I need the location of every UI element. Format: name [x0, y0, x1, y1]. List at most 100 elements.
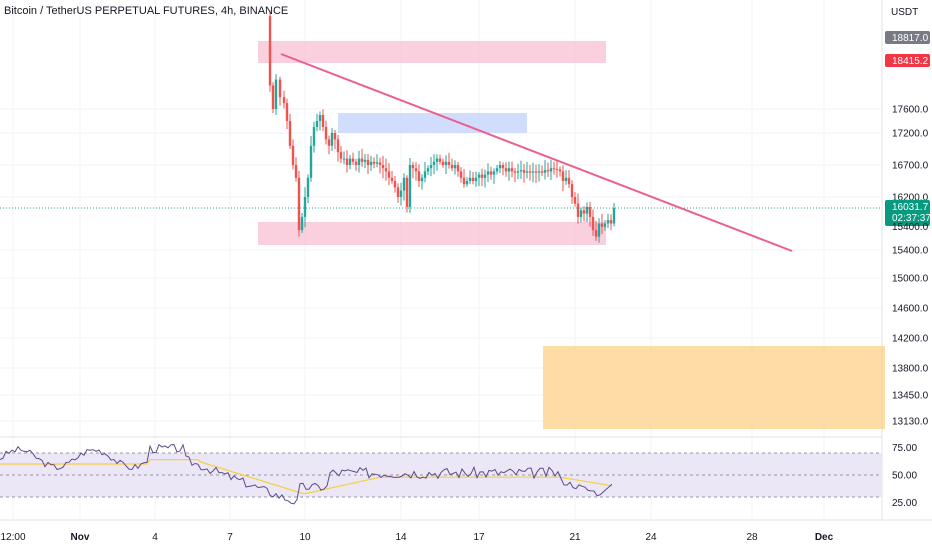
- candle-body[interactable]: [567, 177, 571, 185]
- candle-body[interactable]: [393, 181, 397, 188]
- candle-body[interactable]: [480, 174, 484, 178]
- candle-body[interactable]: [309, 145, 313, 178]
- candle-body[interactable]: [387, 171, 391, 178]
- candle-body[interactable]: [441, 161, 445, 165]
- candle-body[interactable]: [558, 169, 562, 172]
- candle-body[interactable]: [345, 158, 349, 165]
- candle-body[interactable]: [456, 165, 460, 172]
- candle-body[interactable]: [603, 223, 607, 227]
- candle-body[interactable]: [351, 158, 355, 162]
- candle-body[interactable]: [339, 152, 343, 159]
- candle-body[interactable]: [468, 177, 472, 181]
- candle-body[interactable]: [465, 181, 469, 185]
- candle-body[interactable]: [399, 190, 403, 197]
- candle-body[interactable]: [333, 133, 337, 140]
- candle-body[interactable]: [582, 210, 586, 214]
- candle-body[interactable]: [278, 79, 282, 98]
- candle-body[interactable]: [471, 177, 475, 181]
- candle-body[interactable]: [369, 161, 373, 165]
- candle-body[interactable]: [453, 165, 457, 169]
- candle-body[interactable]: [573, 197, 577, 204]
- candle-body[interactable]: [268, 16, 272, 86]
- candle-body[interactable]: [357, 158, 361, 165]
- candle-body[interactable]: [507, 168, 511, 172]
- candle-body[interactable]: [543, 170, 547, 173]
- candle-body[interactable]: [423, 171, 427, 178]
- candle-body[interactable]: [408, 165, 412, 207]
- candle-body[interactable]: [396, 187, 400, 197]
- candle-body[interactable]: [600, 223, 604, 227]
- candle-body[interactable]: [474, 177, 478, 181]
- candle-body[interactable]: [303, 197, 307, 217]
- candle-body[interactable]: [294, 165, 298, 178]
- candle-body[interactable]: [420, 177, 424, 181]
- candle-body[interactable]: [519, 170, 523, 172]
- candle-body[interactable]: [534, 171, 538, 173]
- candle-body[interactable]: [447, 161, 451, 165]
- candle-body[interactable]: [444, 161, 448, 165]
- resistance-zone[interactable]: [258, 41, 606, 63]
- candle-body[interactable]: [612, 208, 616, 224]
- candle-body[interactable]: [459, 171, 463, 178]
- candle-body[interactable]: [360, 158, 364, 162]
- support-zone[interactable]: [258, 222, 606, 245]
- candle-body[interactable]: [486, 171, 490, 175]
- candle-body[interactable]: [354, 161, 358, 165]
- candle-body[interactable]: [561, 171, 565, 181]
- candle-body[interactable]: [525, 171, 529, 173]
- candle-body[interactable]: [315, 121, 319, 127]
- candle-body[interactable]: [483, 174, 487, 178]
- candle-body[interactable]: [609, 220, 613, 224]
- candle-body[interactable]: [546, 170, 550, 172]
- candle-body[interactable]: [372, 161, 376, 164]
- candle-body[interactable]: [318, 115, 322, 121]
- supply-zone[interactable]: [338, 113, 527, 133]
- candle-body[interactable]: [606, 220, 610, 224]
- candle-body[interactable]: [417, 171, 421, 181]
- candle-body[interactable]: [288, 121, 292, 146]
- candle-body[interactable]: [588, 206, 592, 217]
- candle-body[interactable]: [489, 171, 493, 175]
- candle-body[interactable]: [375, 162, 379, 164]
- candle-body[interactable]: [402, 177, 406, 191]
- candle-body[interactable]: [492, 171, 496, 175]
- candle-body[interactable]: [330, 133, 334, 146]
- candle-body[interactable]: [285, 103, 289, 121]
- candle-body[interactable]: [321, 115, 325, 127]
- candle-body[interactable]: [348, 158, 352, 165]
- candle-body[interactable]: [438, 158, 442, 162]
- candle-body[interactable]: [498, 165, 502, 169]
- candle-body[interactable]: [297, 177, 301, 231]
- candle-body[interactable]: [327, 139, 331, 146]
- candle-body[interactable]: [591, 216, 595, 231]
- candle-body[interactable]: [405, 177, 409, 207]
- candle-body[interactable]: [384, 168, 388, 172]
- candle-body[interactable]: [411, 165, 415, 169]
- candle-body[interactable]: [477, 174, 481, 178]
- candle-body[interactable]: [366, 159, 370, 165]
- candle-body[interactable]: [537, 171, 541, 173]
- candle-body[interactable]: [594, 230, 598, 237]
- candle-body[interactable]: [324, 127, 328, 140]
- candle-body[interactable]: [585, 206, 589, 214]
- candle-body[interactable]: [495, 168, 499, 172]
- candle-body[interactable]: [531, 171, 535, 173]
- candle-body[interactable]: [306, 177, 310, 197]
- candle-body[interactable]: [579, 210, 583, 217]
- candle-body[interactable]: [291, 145, 295, 165]
- candle-body[interactable]: [501, 165, 505, 169]
- candle-body[interactable]: [274, 79, 278, 109]
- candle-body[interactable]: [549, 168, 553, 172]
- candle-body[interactable]: [271, 85, 275, 109]
- candle-body[interactable]: [342, 158, 346, 160]
- candle-body[interactable]: [363, 159, 367, 162]
- candle-body[interactable]: [570, 184, 574, 197]
- candle-body[interactable]: [540, 171, 544, 173]
- candle-body[interactable]: [552, 168, 556, 170]
- candle-body[interactable]: [450, 165, 454, 169]
- candle-body[interactable]: [300, 216, 304, 231]
- descending-trendline[interactable]: [280, 53, 793, 252]
- candle-body[interactable]: [510, 168, 514, 172]
